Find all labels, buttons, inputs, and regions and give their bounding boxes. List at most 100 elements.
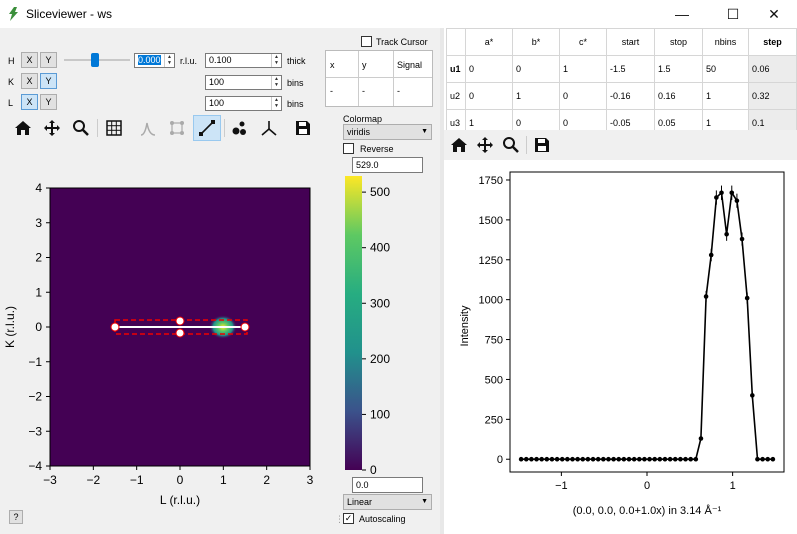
cut-parameters-table: a* b* c* start stop nbins step u1 0 0 1 … — [446, 28, 797, 137]
home-button[interactable] — [10, 116, 36, 140]
table-cell[interactable]: 50 — [702, 55, 749, 83]
data-point — [575, 456, 580, 462]
resize-grip[interactable]: ⋮ — [335, 514, 344, 524]
cursor-value-x: - — [330, 86, 333, 96]
maximize-button[interactable]: ☐ — [726, 6, 740, 22]
peaks-button[interactable] — [135, 116, 161, 140]
cut-handle-start[interactable] — [110, 322, 120, 332]
data-point — [693, 456, 699, 462]
dim-k-x-button[interactable]: X — [21, 73, 38, 89]
track-cursor-checkbox[interactable] — [361, 36, 372, 47]
data-point — [683, 456, 688, 462]
cut-handle-end[interactable] — [240, 322, 250, 332]
table-cell[interactable]: 0 — [465, 82, 513, 110]
colormap-select[interactable]: viridis ▼ — [343, 124, 432, 140]
data-point — [760, 456, 765, 462]
line-cut-button[interactable] — [193, 115, 221, 141]
pan-button[interactable] — [39, 116, 65, 140]
data-point — [549, 456, 555, 462]
zoom-button[interactable] — [68, 116, 94, 140]
k-bins-label: bins — [287, 78, 304, 88]
data-point — [755, 456, 760, 462]
dim-h-y-button[interactable]: Y — [40, 52, 57, 68]
cursor-value-y: - — [362, 86, 365, 96]
roi-button[interactable] — [164, 116, 190, 140]
data-point — [678, 456, 683, 462]
dim-l-y-button[interactable]: Y — [40, 94, 57, 110]
rlu-label: r.l.u. — [180, 56, 198, 66]
slice-ytick-label: 0 — [35, 320, 42, 334]
data-point — [529, 456, 534, 462]
data-point — [539, 456, 544, 462]
data-point — [698, 436, 704, 441]
k-bins-input[interactable]: 100 ▲ ▼ — [205, 75, 282, 90]
home-icon — [15, 121, 31, 135]
colormap-min-input[interactable]: 0.0 — [352, 477, 423, 493]
grid-icon — [106, 120, 122, 136]
dim-h-x-button[interactable]: X — [21, 52, 38, 68]
l-bins-input[interactable]: 100 ▲ ▼ — [205, 96, 282, 111]
close-button[interactable]: ✕ — [768, 6, 780, 22]
data-point — [652, 456, 658, 462]
slice-value-input[interactable]: 0.000 ▲ ▼ — [134, 53, 175, 68]
cut-save-button[interactable] — [529, 133, 555, 157]
spin-arrows-icon[interactable]: ▲ ▼ — [271, 76, 281, 89]
scatter-button[interactable] — [227, 116, 253, 140]
cut-ytick-label: 500 — [485, 374, 503, 386]
dim-label-k: K — [8, 77, 15, 87]
panel-splitter[interactable] — [440, 28, 444, 534]
table-cell[interactable]: 1.5 — [654, 55, 703, 83]
colorbar-tick-label: 500 — [370, 185, 390, 199]
dim-l-x-button[interactable]: X — [21, 94, 38, 110]
slice-ytick-label: 1 — [35, 285, 42, 299]
data-point — [708, 252, 714, 258]
table-cell[interactable]: 0.16 — [654, 82, 703, 110]
table-cell[interactable]: 0 — [465, 55, 513, 83]
cut-zoom-button[interactable] — [498, 133, 524, 157]
data-point — [631, 456, 637, 462]
table-cell[interactable]: -0.16 — [606, 82, 655, 110]
data-point — [523, 456, 529, 462]
cut-pan-button[interactable] — [472, 133, 498, 157]
table-cell[interactable]: -1.5 — [606, 55, 655, 83]
table-cell[interactable]: 0 — [559, 82, 607, 110]
thickness-input[interactable]: 0.100 ▲ ▼ — [205, 53, 282, 68]
slice-ytick-label: 4 — [35, 181, 42, 195]
autoscale-checkbox[interactable]: ✓ — [343, 513, 354, 524]
table-cell[interactable]: 1 — [702, 82, 749, 110]
data-point — [554, 456, 560, 462]
slice-ytick-label: −3 — [28, 424, 42, 438]
cut-line-plot[interactable]: 0 250 500 750 1000 1250 1500 1750 −1 0 1 (0.0, 0.… — [444, 162, 797, 527]
table-cell[interactable]: 1 — [559, 55, 607, 83]
slice-slider-handle[interactable] — [91, 53, 99, 67]
minimize-button[interactable]: — — [675, 6, 689, 22]
l-bins-label: bins — [287, 99, 304, 109]
table-cell[interactable]: 1 — [512, 82, 560, 110]
data-point — [518, 456, 524, 462]
scale-select[interactable]: Linear ▼ — [343, 494, 432, 510]
axes-button[interactable] — [256, 116, 282, 140]
table-cell[interactable]: 0 — [512, 55, 560, 83]
line-cut-icon — [199, 120, 215, 136]
table-cell[interactable]: 0.32 — [748, 82, 797, 110]
data-point — [667, 456, 673, 462]
table-cell[interactable]: 0.06 — [748, 55, 797, 83]
column-header: c* — [559, 28, 607, 56]
cut-y-axis: 0 250 500 750 1000 1250 1500 1750 — [479, 175, 510, 466]
cut-width-handle-top[interactable] — [175, 316, 185, 326]
help-button[interactable]: ? — [9, 510, 23, 524]
colormap-max-input[interactable]: 529.0 — [352, 157, 423, 173]
cut-home-button[interactable] — [446, 133, 472, 157]
save-button[interactable] — [290, 116, 316, 140]
dim-k-y-button[interactable]: Y — [40, 73, 57, 89]
chevron-down-icon: ▼ — [421, 128, 428, 135]
spin-arrows-icon[interactable]: ▲ ▼ — [271, 54, 281, 67]
slice-ytick-label: −4 — [28, 459, 42, 473]
cut-width-handle-bottom[interactable] — [175, 328, 185, 338]
grid-button[interactable] — [101, 116, 127, 140]
spin-arrows-icon[interactable]: ▲ ▼ — [271, 97, 281, 110]
colorbar-tick-label: 100 — [370, 407, 390, 421]
spin-arrows-icon[interactable]: ▲ ▼ — [164, 54, 174, 67]
reverse-checkbox[interactable] — [343, 143, 354, 154]
